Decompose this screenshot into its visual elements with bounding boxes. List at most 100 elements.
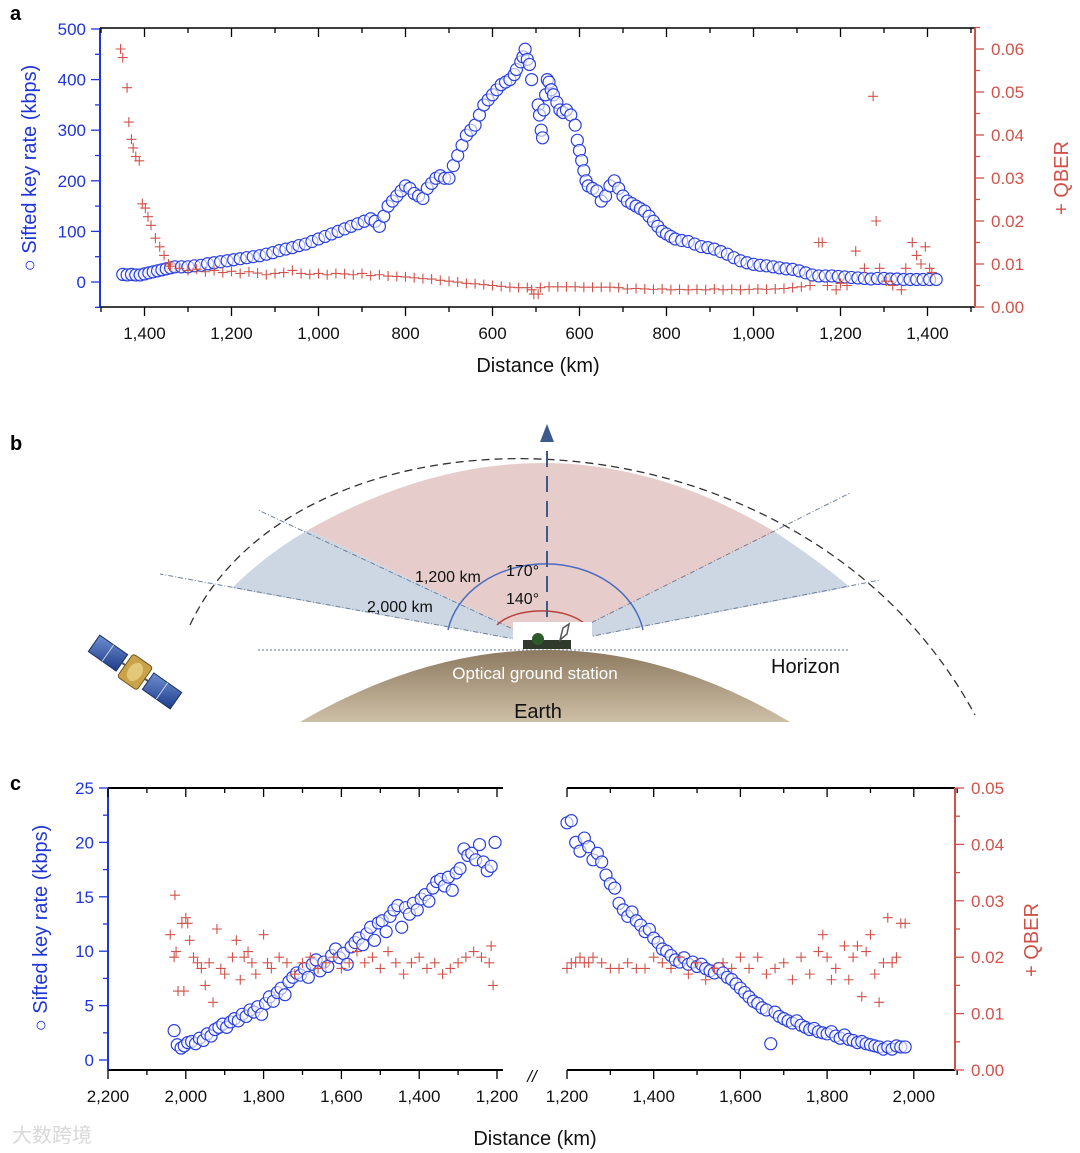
qber-point <box>339 268 350 279</box>
qber-point <box>735 284 746 295</box>
qber-point <box>831 284 842 295</box>
key-rate-point <box>929 272 943 287</box>
qber-point <box>426 274 437 285</box>
qber-point <box>351 946 362 957</box>
y2-tick-label: 0.01 <box>971 1005 1004 1024</box>
qber-point <box>383 946 394 957</box>
chart-a-y2label: + QBER <box>1051 141 1073 215</box>
watermark: 大数跨境 <box>12 1124 92 1147</box>
qber-point <box>583 957 594 968</box>
series-qber-left <box>115 44 539 300</box>
qber-point <box>484 957 495 968</box>
qber-point <box>924 263 935 274</box>
qber-point <box>657 957 668 968</box>
qber-point <box>274 952 285 963</box>
qber-point <box>211 924 222 934</box>
chart-c-ylabel: ○ Sifted key rate (kbps) <box>30 825 52 1032</box>
chart-a-y2label-group: + QBER <box>1051 141 1073 215</box>
qber-point <box>835 278 846 289</box>
key-rate-point <box>525 72 539 87</box>
qber-point <box>896 284 907 295</box>
qber-point <box>848 952 859 963</box>
qber-point <box>239 952 250 963</box>
x-tick-label: 1,400 <box>398 1087 441 1106</box>
qber-point <box>859 263 870 274</box>
visibility-diagram: 1,200 km 2,000 km 170° 140° Optical grou… <box>87 424 976 723</box>
qber-point <box>243 266 254 277</box>
key-rate-point <box>367 933 382 947</box>
key-rate-point <box>488 835 502 850</box>
y2-tick-label: 0.05 <box>991 83 1024 102</box>
qber-point <box>881 276 892 287</box>
qber-point <box>488 980 499 991</box>
y2-tick-label: 0.04 <box>971 835 1004 854</box>
key-rate-point <box>522 57 537 72</box>
qber-point <box>287 265 298 276</box>
qber-point <box>117 52 128 63</box>
qber-point <box>522 282 533 293</box>
qber-point <box>852 940 863 951</box>
qber-point <box>796 952 807 963</box>
orbit-arc <box>189 458 976 716</box>
key-rate-point <box>395 920 409 934</box>
qber-point <box>752 283 763 294</box>
y-tick-label: 20 <box>75 833 94 852</box>
qber-point <box>217 267 228 278</box>
qber-point <box>278 267 289 278</box>
qber-point <box>122 82 133 93</box>
qber-point <box>631 283 642 294</box>
qber-point <box>770 963 781 974</box>
key-rate-point <box>898 1040 912 1054</box>
qber-point <box>192 957 203 968</box>
qber-point <box>891 952 902 963</box>
key-rate-point <box>422 894 436 908</box>
qber-point <box>320 957 331 968</box>
y2-tick-label: 0.04 <box>991 126 1024 145</box>
low-elevation-sector-left <box>232 530 547 645</box>
qber-point <box>887 280 898 291</box>
qber-point <box>174 263 185 274</box>
qber-point <box>830 963 841 974</box>
qber-point <box>622 283 633 294</box>
qber-point <box>445 963 456 974</box>
qber-point <box>709 283 720 294</box>
x-tick-label: 1,400 <box>123 324 166 343</box>
qber-point <box>417 273 428 284</box>
x-tick-label: 800 <box>391 324 419 343</box>
qber-point <box>180 912 191 923</box>
qber-point <box>150 233 161 244</box>
qber-point <box>453 957 464 968</box>
label-140-deg: 140° <box>506 591 539 608</box>
qber-point <box>313 963 324 974</box>
chart-c: 1,200 1,400 1,600 1,800 2,000 2,200 1,200 1,400… <box>75 779 1004 1106</box>
qber-point <box>735 952 746 963</box>
qber-point <box>683 969 694 980</box>
qber-point <box>470 278 481 289</box>
x-tick-label: 1,200 <box>476 1087 519 1106</box>
qber-point <box>128 142 139 153</box>
qber-point <box>822 280 833 291</box>
qber-point <box>348 269 359 280</box>
qber-point <box>622 957 633 968</box>
qber-point <box>191 264 202 275</box>
high-elevation-sector <box>308 462 775 645</box>
qber-point <box>357 268 367 279</box>
series-key-rate-left <box>116 42 539 282</box>
x-tick-label: 600 <box>565 324 593 343</box>
qber-point <box>878 957 889 968</box>
x-tick-label: 800 <box>652 324 680 343</box>
x-tick-label: 1,600 <box>320 1087 363 1106</box>
qber-point <box>289 969 300 980</box>
qber-point <box>296 268 307 279</box>
x-tick-label: 1,800 <box>242 1087 285 1106</box>
qber-point <box>219 969 230 980</box>
qber-point <box>761 969 772 980</box>
circle-marker-icon: ○ <box>30 1019 52 1031</box>
satellite-icon <box>87 634 183 710</box>
x-tick-label: 1,800 <box>806 1087 849 1106</box>
angle-arc-140 <box>496 610 587 626</box>
chart-c-y2label: + QBER <box>1021 903 1043 977</box>
qber-point <box>165 929 176 940</box>
y2-tick-label: 0.00 <box>971 1061 1004 1080</box>
qber-point <box>258 929 269 940</box>
